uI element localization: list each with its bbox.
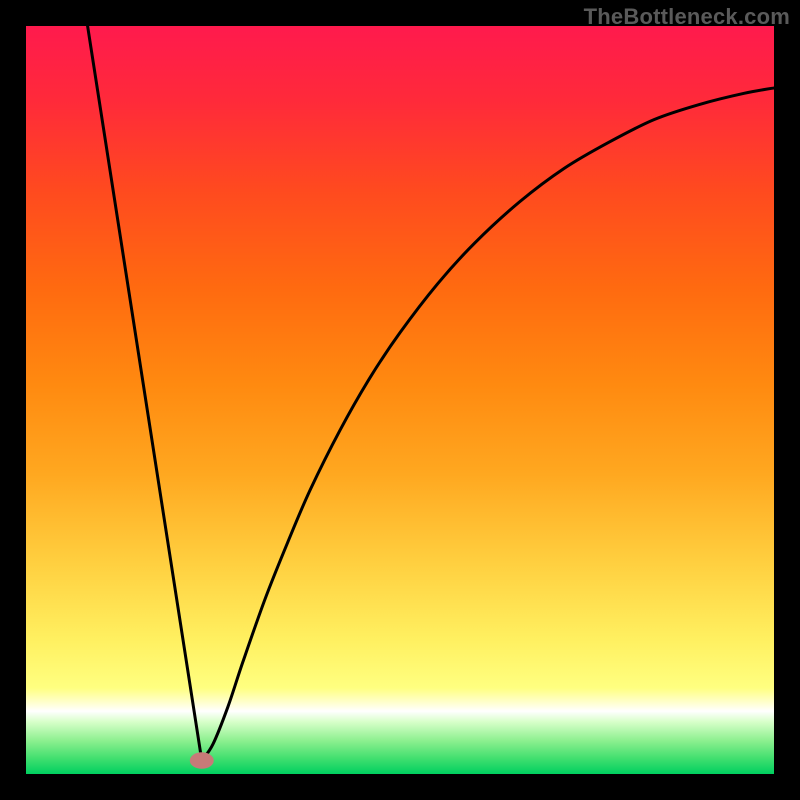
chart-canvas: TheBottleneck.com	[0, 0, 800, 800]
minimum-marker	[190, 752, 214, 768]
bottleneck-chart	[0, 0, 800, 800]
watermark-text: TheBottleneck.com	[584, 4, 790, 30]
plot-background	[26, 26, 774, 774]
